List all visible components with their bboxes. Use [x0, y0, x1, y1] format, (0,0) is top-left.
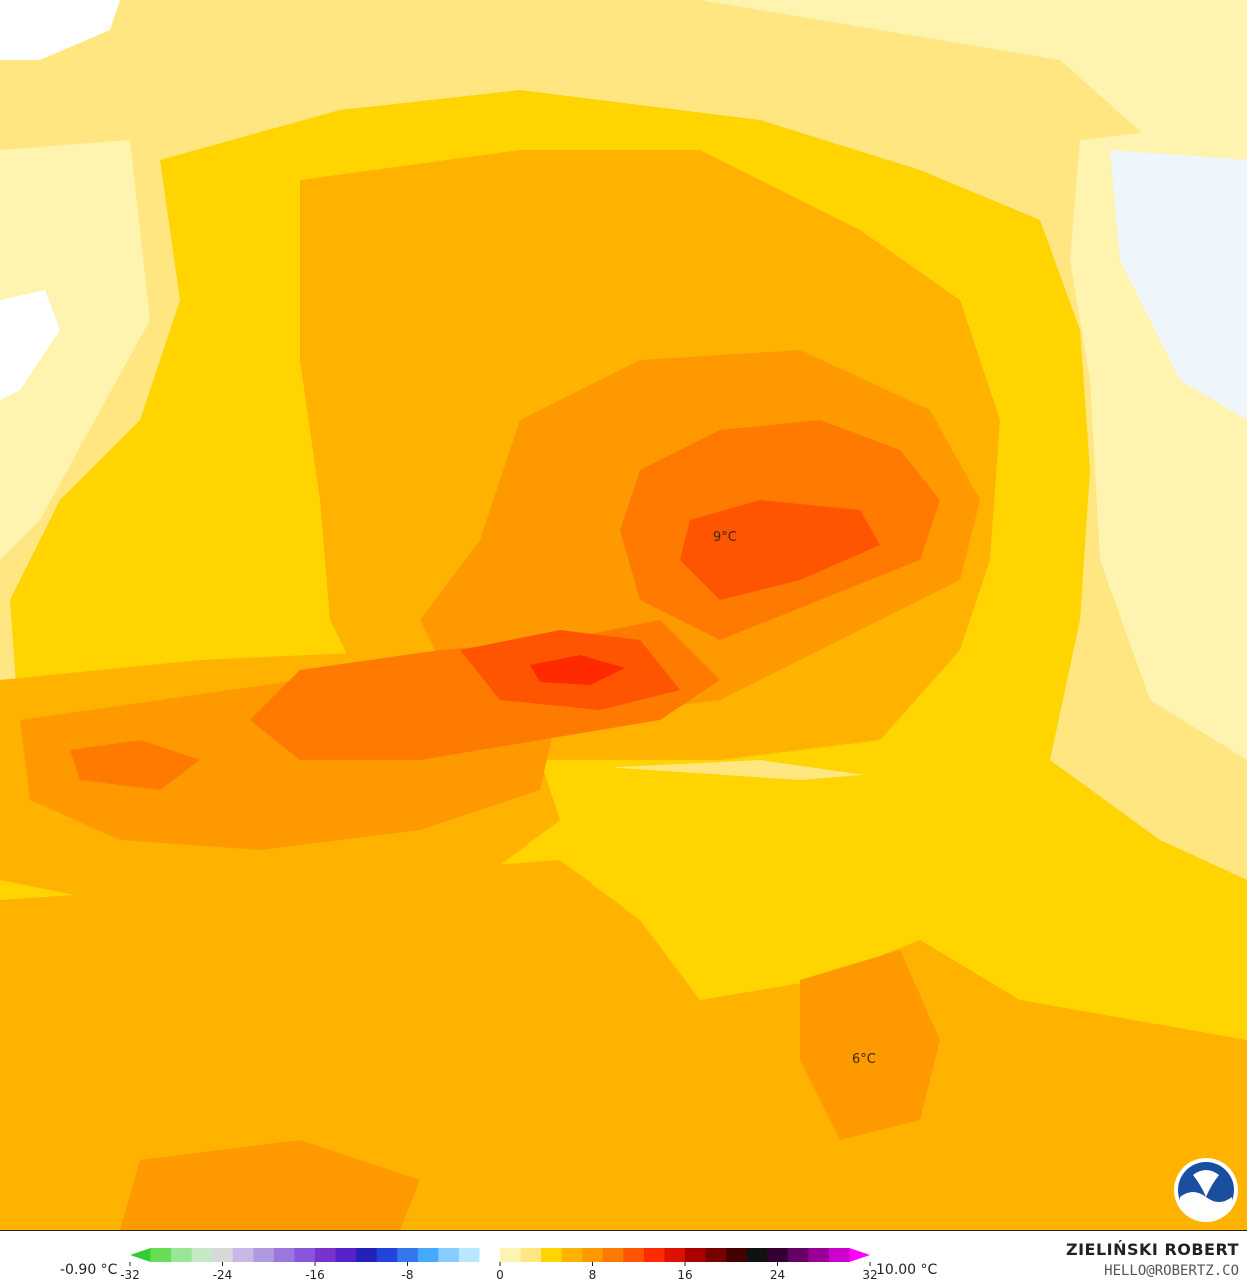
colorbar-tick-label: 24 [770, 1268, 785, 1282]
white-spot-nw [0, 0, 120, 60]
dark-orange-west [70, 740, 200, 790]
max-temperature-label: 9°C [713, 530, 737, 545]
colorbar-tick-label: -16 [305, 1268, 325, 1282]
colorbar-swatch [582, 1248, 604, 1262]
colorbar-swatch [787, 1248, 809, 1262]
legend-min-label: -0.90 °C [60, 1262, 118, 1278]
colorbar-swatch [746, 1248, 768, 1262]
noaa-logo-icon [1174, 1158, 1238, 1222]
colorbar-swatch [602, 1248, 624, 1262]
legend-max-label: 10.00 °C [876, 1262, 938, 1278]
colorbar-swatch [376, 1248, 398, 1262]
colorbar-tick-label: 32 [862, 1268, 877, 1282]
pale-zone-north [0, 0, 1247, 180]
colorbar-swatch [561, 1248, 583, 1262]
colorbar-swatch [273, 1248, 295, 1262]
colorbar-swatch [294, 1248, 316, 1262]
colorbar-swatch [541, 1248, 563, 1262]
white-spot-east [1110, 150, 1247, 420]
colorbar-swatch [685, 1248, 707, 1262]
author-email: HELLO@ROBERTZ.CO [1104, 1263, 1239, 1279]
colorbar-swatch [705, 1248, 727, 1262]
amber-south [0, 860, 1247, 1230]
colorbar-swatch [335, 1248, 357, 1262]
colorbar-swatch [726, 1248, 748, 1262]
colorbar-swatch [191, 1248, 213, 1262]
colorbar-swatch [315, 1248, 337, 1262]
colorbar-swatch [232, 1248, 254, 1262]
red-spot [530, 655, 625, 685]
orange-south-east [800, 950, 940, 1140]
colorbar-tick-label: 8 [589, 1268, 597, 1282]
colorbar-swatch [171, 1248, 193, 1262]
red-orange-core [680, 500, 880, 600]
white-spot-west [0, 290, 60, 400]
colorbar-tick-label: -24 [213, 1268, 233, 1282]
colorbar-swatch [253, 1248, 275, 1262]
colorbar-swatch [643, 1248, 665, 1262]
colorbar-swatch [212, 1248, 234, 1262]
temperature-map: 9°C 6°C [0, 0, 1247, 1230]
author-name: ZIELIŃSKI ROBERT [1065, 1240, 1239, 1259]
secondary-temperature-label: 6°C [852, 1052, 876, 1067]
orange-south-west [120, 1140, 420, 1230]
colorbar-tick-label: 0 [496, 1268, 504, 1282]
colorbar-swatch [458, 1248, 480, 1262]
colorbar-swatch [438, 1248, 460, 1262]
colorbar-swatch [500, 1248, 522, 1262]
colorbar-tick-label: -8 [402, 1268, 414, 1282]
colorbar-swatch [520, 1248, 542, 1262]
colorbar-swatch [623, 1248, 645, 1262]
colorbar-swatch [150, 1248, 172, 1262]
colorbar-swatch [849, 1248, 870, 1262]
colorbar-tick-label: -32 [120, 1268, 140, 1282]
temperature-field [0, 0, 1247, 1230]
colorbar-swatch [130, 1248, 151, 1262]
colorbar-swatch [417, 1248, 439, 1262]
temperature-colorbar: -32 -24 -16 -8 0 8 16 24 32 [120, 1248, 878, 1282]
colorbar-swatch [664, 1248, 686, 1262]
colorbar-tick-label: 16 [677, 1268, 692, 1282]
colorbar-swatch [828, 1248, 850, 1262]
colorbar-swatch [479, 1248, 501, 1262]
colorbar-swatch [767, 1248, 789, 1262]
pale-zone-west [0, 140, 150, 560]
colorbar-swatch [808, 1248, 830, 1262]
colorbar-swatch [356, 1248, 378, 1262]
colorbar-swatch [397, 1248, 419, 1262]
